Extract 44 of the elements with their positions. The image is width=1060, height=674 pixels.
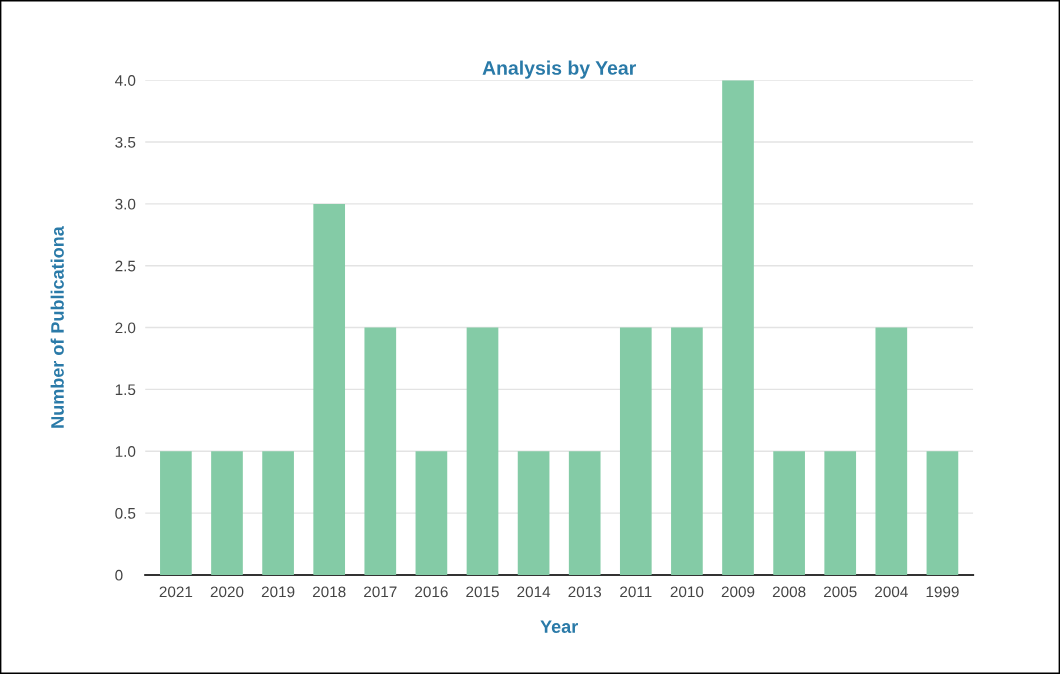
y-tick-label: 0.5 [115, 507, 136, 519]
bar [262, 451, 294, 575]
x-tick-label: 2015 [466, 586, 499, 598]
y-tick-label: 4.0 [115, 75, 136, 86]
bar [875, 327, 908, 575]
bar [773, 451, 805, 575]
x-tick-label: 2016 [415, 586, 448, 598]
chart-title: Analysis by Year [482, 60, 636, 79]
x-tick-label: 2011 [620, 586, 652, 598]
x-tick-label: 2017 [364, 586, 397, 598]
x-tick-label: 2021 [159, 586, 193, 598]
bar [619, 327, 652, 575]
y-tick-label: 0 [115, 569, 123, 581]
bar [568, 451, 601, 575]
y-tick-label: 3.0 [115, 198, 136, 210]
x-tick-label: 2018 [312, 586, 346, 598]
bar [160, 451, 192, 575]
bar [824, 451, 857, 575]
bar [517, 451, 550, 575]
bar [415, 451, 448, 575]
x-tick-label: 2010 [670, 586, 704, 598]
y-tick-label: 1.0 [115, 446, 136, 457]
x-tick-label: 2004 [875, 586, 908, 598]
x-tick-label: 2014 [517, 586, 551, 598]
bar [313, 203, 346, 575]
bar [926, 451, 959, 575]
y-axis-title: Number of Publicationa [50, 226, 64, 428]
y-tick-label: 1.5 [115, 384, 136, 396]
x-tick-label: 1999 [926, 586, 959, 598]
y-tick-label: 2.5 [115, 260, 136, 272]
bar [671, 327, 703, 575]
y-tick-label: 2.0 [115, 322, 136, 334]
bar [722, 80, 754, 575]
x-tick-label: 2008 [772, 586, 806, 598]
x-axis-title: Year [540, 620, 578, 633]
y-tick-label: 3.5 [115, 136, 136, 148]
bar [364, 327, 397, 575]
x-tick-label: 2009 [721, 586, 755, 598]
x-tick-label: 2019 [261, 586, 295, 598]
bar [466, 327, 499, 575]
bar [211, 451, 243, 575]
x-tick-label: 2013 [568, 586, 602, 598]
x-tick-label: 2005 [823, 586, 857, 598]
x-tick-label: 2020 [210, 586, 244, 598]
